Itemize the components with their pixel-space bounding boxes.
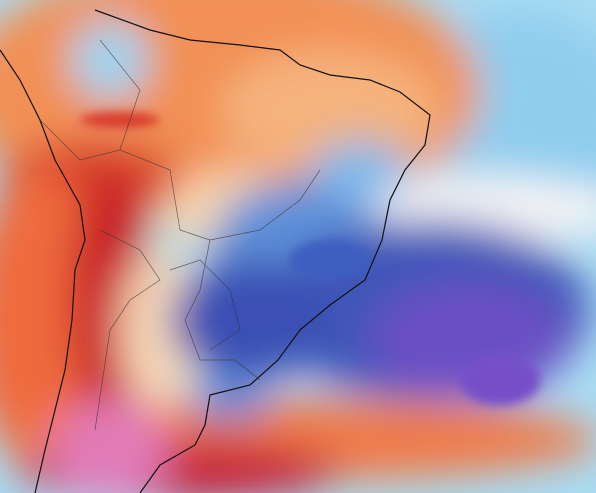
detail-blobs — [80, 112, 540, 405]
borders — [39, 39, 321, 431]
coastline — [0, 9, 431, 493]
